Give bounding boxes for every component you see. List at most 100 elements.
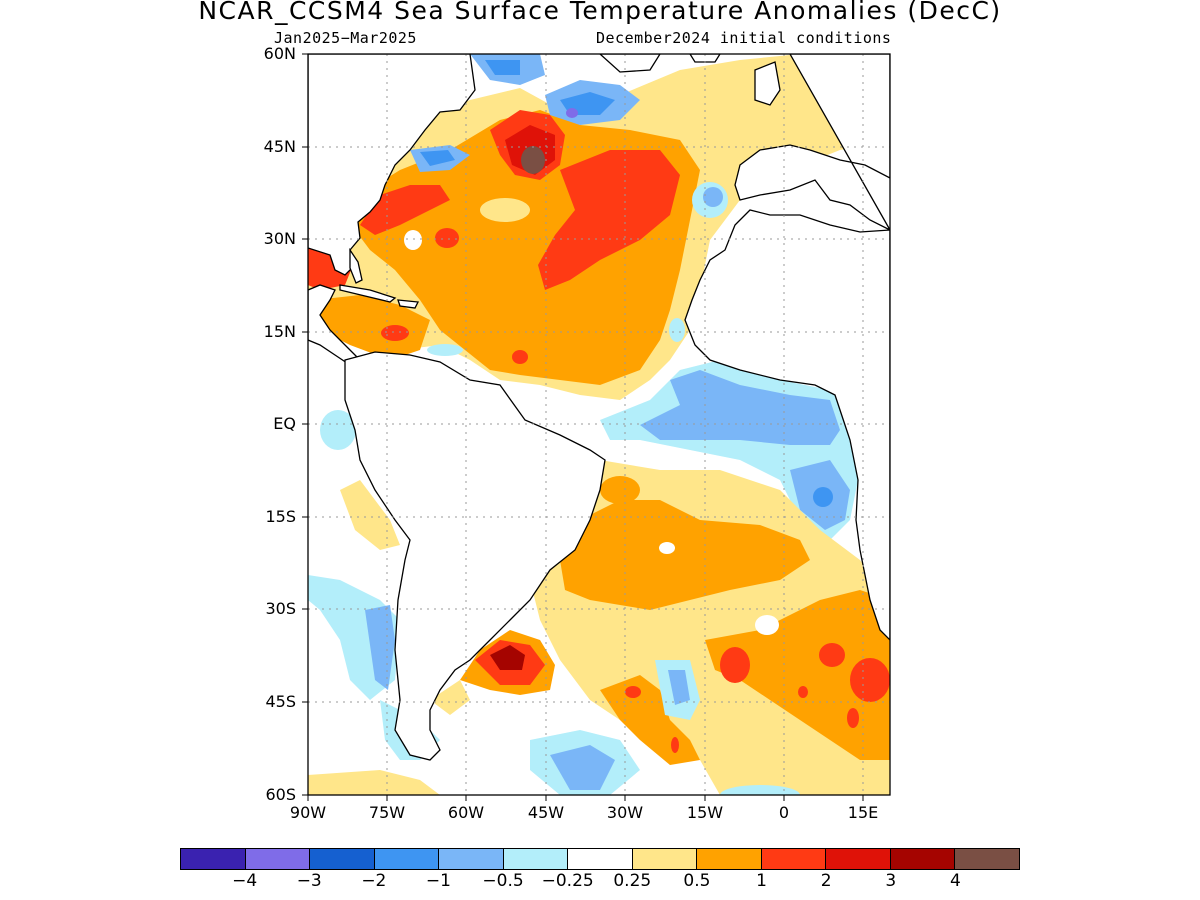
land-hispaniola — [397, 299, 420, 309]
land-south-america — [344, 351, 606, 761]
lat-label-30n: 30N — [263, 229, 296, 248]
colorbar-swatch — [568, 849, 633, 869]
lon-label-15e: 15E — [847, 803, 879, 822]
lat-label-30s: 30S — [265, 599, 296, 618]
colorbar-swatch — [181, 849, 246, 869]
colorbar-tick-label: 4 — [949, 871, 961, 891]
colorbar-swatch — [890, 849, 956, 869]
anomaly-red-spot-2 — [381, 325, 409, 341]
land-africa — [684, 209, 890, 641]
anomaly-chile-blue — [365, 605, 395, 690]
anomaly-mid-blue — [668, 670, 690, 705]
land-iceland — [689, 54, 721, 63]
lon-label-15w: 15W — [686, 803, 724, 822]
anomaly-white-in-orange — [404, 230, 422, 250]
anomaly-bmc-yellow — [430, 680, 470, 715]
lon-label-30w: 30W — [606, 803, 644, 822]
lat-label-15s: 15S — [265, 507, 296, 526]
colorbar — [180, 848, 1020, 870]
colorbar-tick-label: 1 — [756, 871, 767, 891]
anomaly-southern-cyan-1 — [720, 785, 800, 795]
chart-title: NCAR_CCSM4 Sea Surface Temperature Anoma… — [198, 0, 1002, 25]
anomaly-yellow-in-orange — [480, 198, 530, 222]
lat-label-15n: 15N — [263, 322, 296, 341]
anomaly-nh-red-1 — [538, 150, 680, 290]
colorbar-tick-label: −2 — [361, 871, 387, 891]
anomaly-sh-red-1 — [720, 647, 750, 683]
anomaly-nova-scotia-blue-2 — [420, 150, 455, 166]
anomaly-sh-white-1 — [755, 615, 779, 635]
colorbar-swatch — [503, 849, 569, 869]
anomaly-red-spot-1 — [512, 350, 528, 364]
anomaly-sh-red-4 — [847, 708, 859, 728]
anomaly-so-yellow — [308, 770, 440, 795]
land-british-isles — [754, 61, 781, 106]
colorbar-swatch — [955, 849, 1019, 869]
lat-label-60n: 60N — [263, 44, 296, 63]
anomaly-sh-red-2 — [819, 643, 845, 667]
anomaly-irminger-min — [566, 108, 578, 118]
colorbar-swatch — [632, 849, 698, 869]
colorbar-tick-label: 3 — [885, 871, 897, 891]
land-cuba — [339, 284, 397, 303]
anomaly-bmc-darkred — [490, 645, 525, 670]
lat-label-45s: 45S — [265, 692, 296, 711]
anomaly-sh-white-2 — [659, 542, 675, 554]
anomaly-sh-red-6 — [798, 686, 808, 698]
anomaly-equatorial-blue — [640, 370, 840, 445]
anomaly-nh-max — [521, 146, 545, 174]
colorbar-swatch — [310, 849, 375, 869]
colorbar-swatch — [439, 849, 504, 869]
anomaly-sh-orange-4 — [600, 476, 640, 504]
lon-label-45w: 45W — [527, 803, 565, 822]
colorbar-tick-label: −3 — [296, 871, 322, 891]
anomaly-labrador-blue-2 — [485, 60, 520, 75]
anomaly-sh-red-5 — [625, 686, 641, 698]
lat-label-45n: 45N — [263, 137, 296, 156]
land-florida — [349, 247, 363, 284]
anomaly-fields — [308, 54, 890, 795]
anomaly-cape-verde-cyan — [669, 318, 685, 342]
anomaly-sh-red-3 — [850, 658, 890, 702]
anomaly-caribbean-cyan — [427, 344, 463, 356]
colorbar-tick-label: 0.25 — [613, 871, 652, 891]
anomaly-east-pacific-cyan — [320, 410, 356, 450]
anomaly-red-spot-3 — [435, 228, 459, 248]
land-central-america — [308, 284, 362, 366]
colorbar-swatch — [697, 849, 762, 869]
lon-label-60w: 60W — [447, 803, 485, 822]
colorbar-tick-label: 0.5 — [683, 871, 711, 891]
anomaly-iberia-blue-2 — [703, 187, 723, 207]
forecast-period: Jan2025−Mar2025 — [274, 29, 417, 47]
colorbar-tick-label: −4 — [232, 871, 258, 891]
colorbar-tick-label: 2 — [820, 871, 832, 891]
land-masses — [308, 54, 890, 761]
colorbar-swatch — [761, 849, 827, 869]
colorbar-tick-label: −1 — [425, 871, 451, 891]
colorbar-swatch — [374, 849, 440, 869]
land-north-america — [308, 54, 476, 276]
colorbar-tick-label: −0.25 — [541, 871, 594, 891]
lon-label-75w: 75W — [368, 803, 406, 822]
anomaly-chile-yellow — [340, 480, 400, 550]
lat-label-eq: EQ — [273, 414, 296, 433]
colorbar-tick-label: −0.5 — [482, 871, 524, 891]
map-gridlines — [308, 54, 890, 795]
lat-label-60s: 60S — [265, 785, 296, 804]
initial-conditions-label: December2024 initial conditions — [596, 29, 892, 47]
anomaly-sh-orange-2 — [705, 590, 890, 760]
anomaly-nh-orange-caribbean — [315, 295, 430, 360]
anomaly-benguela-blue-2 — [813, 487, 833, 507]
land-greenland-tip — [599, 54, 661, 73]
anomaly-sh-red-7 — [671, 737, 679, 753]
land-europe — [734, 54, 890, 231]
anomaly-sh-orange-1 — [560, 500, 810, 610]
colorbar-swatch — [826, 849, 891, 869]
colorbar-swatch — [245, 849, 311, 869]
lon-label-0: 0 — [778, 803, 790, 822]
lon-label-90w: 90W — [289, 803, 327, 822]
axis-ticks — [302, 53, 864, 801]
anomaly-so-blue — [550, 745, 615, 790]
anomaly-nh-red-gulfstream — [360, 185, 450, 235]
